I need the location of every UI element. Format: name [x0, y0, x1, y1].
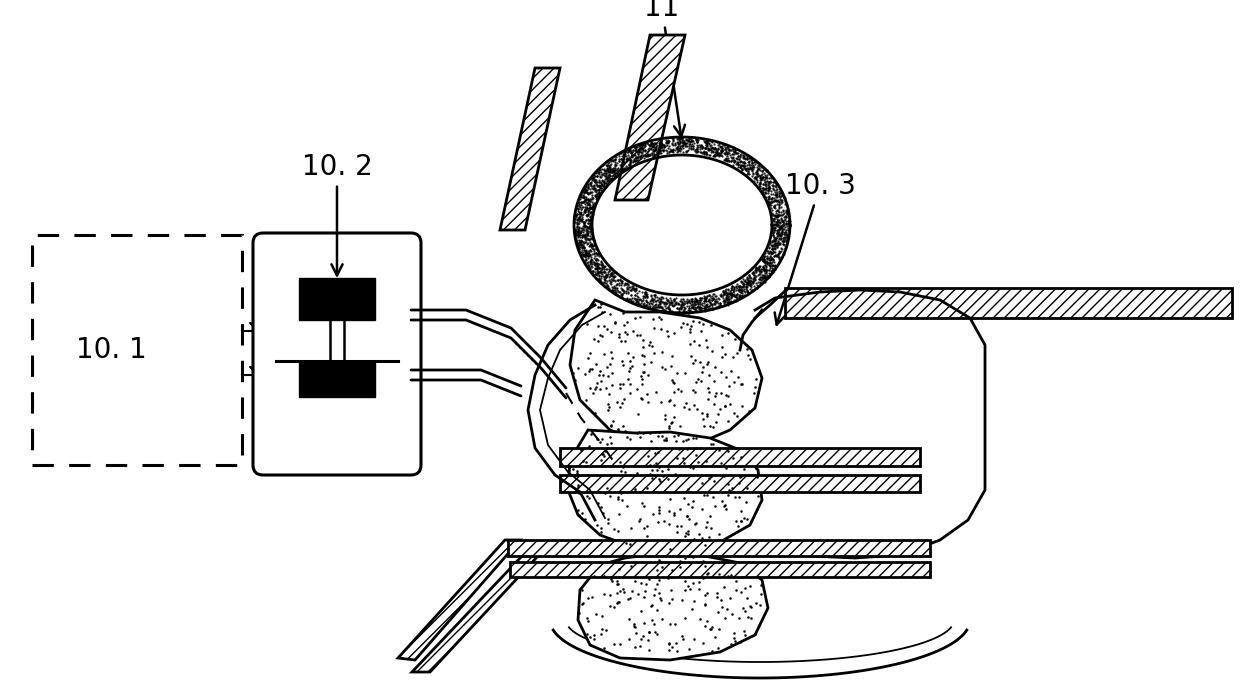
Polygon shape	[560, 475, 920, 492]
Polygon shape	[785, 288, 1233, 318]
Polygon shape	[615, 35, 684, 200]
Polygon shape	[412, 556, 538, 672]
Bar	[32, 235, 242, 465]
Text: 10. 2: 10. 2	[301, 153, 372, 276]
Polygon shape	[398, 540, 520, 660]
FancyBboxPatch shape	[253, 233, 422, 475]
Polygon shape	[578, 554, 768, 660]
Bar	[299, 363, 374, 397]
Text: 11: 11	[645, 0, 684, 137]
Text: 10. 3: 10. 3	[775, 172, 856, 325]
Polygon shape	[570, 300, 763, 445]
Polygon shape	[508, 540, 930, 556]
Polygon shape	[560, 448, 920, 466]
Polygon shape	[510, 562, 930, 577]
Polygon shape	[568, 430, 763, 550]
Bar	[299, 278, 374, 320]
Text: 10. 1: 10. 1	[77, 336, 148, 364]
Polygon shape	[500, 68, 560, 230]
